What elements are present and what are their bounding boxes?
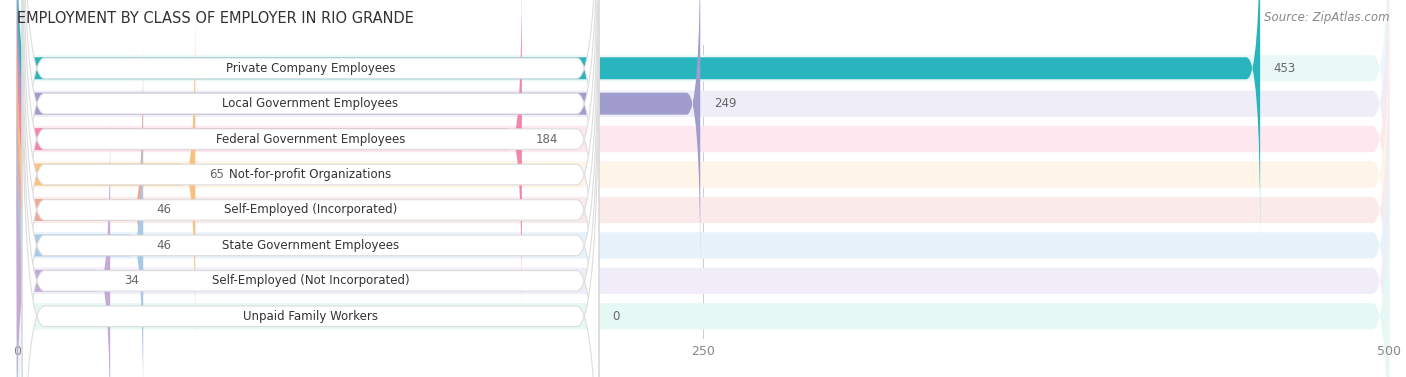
FancyBboxPatch shape [17,46,1389,377]
Text: Unpaid Family Workers: Unpaid Family Workers [243,310,378,323]
Text: Not-for-profit Organizations: Not-for-profit Organizations [229,168,392,181]
FancyBboxPatch shape [17,0,700,270]
FancyBboxPatch shape [22,0,599,377]
Text: State Government Employees: State Government Employees [222,239,399,252]
Text: 46: 46 [157,239,172,252]
Text: 65: 65 [209,168,224,181]
FancyBboxPatch shape [17,11,1389,377]
FancyBboxPatch shape [17,117,1389,377]
Text: Federal Government Employees: Federal Government Employees [217,133,405,146]
Text: Private Company Employees: Private Company Employees [226,62,395,75]
FancyBboxPatch shape [17,0,1389,339]
FancyBboxPatch shape [17,8,195,341]
FancyBboxPatch shape [17,0,1389,374]
Text: Source: ZipAtlas.com: Source: ZipAtlas.com [1264,11,1389,24]
FancyBboxPatch shape [22,0,599,377]
FancyBboxPatch shape [22,0,599,377]
FancyBboxPatch shape [17,0,1389,303]
Text: 249: 249 [714,97,737,110]
FancyBboxPatch shape [22,43,599,377]
FancyBboxPatch shape [22,0,599,342]
FancyBboxPatch shape [17,0,522,305]
Text: 453: 453 [1274,62,1296,75]
FancyBboxPatch shape [17,81,1389,377]
Text: 46: 46 [157,204,172,216]
FancyBboxPatch shape [17,115,110,377]
FancyBboxPatch shape [17,79,143,377]
FancyBboxPatch shape [22,0,599,377]
Text: Local Government Employees: Local Government Employees [222,97,398,110]
FancyBboxPatch shape [22,0,599,377]
Text: Self-Employed (Not Incorporated): Self-Employed (Not Incorporated) [212,274,409,287]
Text: EMPLOYMENT BY CLASS OF EMPLOYER IN RIO GRANDE: EMPLOYMENT BY CLASS OF EMPLOYER IN RIO G… [17,11,413,26]
FancyBboxPatch shape [17,0,1389,268]
Text: Self-Employed (Incorporated): Self-Employed (Incorporated) [224,204,396,216]
Text: 184: 184 [536,133,558,146]
Text: 34: 34 [124,274,139,287]
FancyBboxPatch shape [17,44,143,376]
FancyBboxPatch shape [17,0,1260,234]
Text: 0: 0 [613,310,620,323]
FancyBboxPatch shape [22,8,599,377]
